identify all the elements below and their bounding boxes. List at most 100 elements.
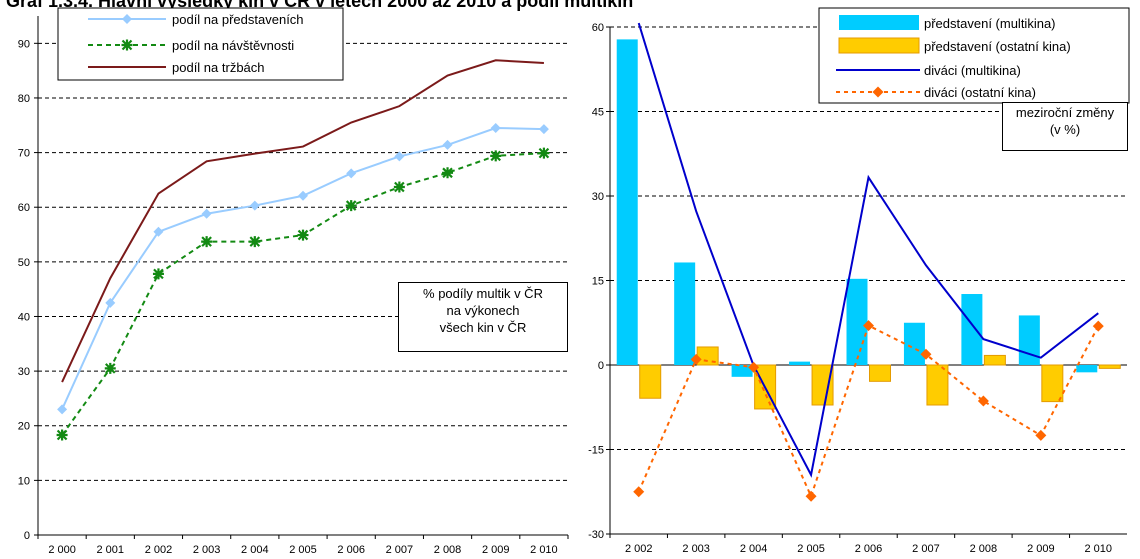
right-bar (1098, 364, 1121, 369)
left-legend: podíl na představeních podíl na návštěvno… (57, 7, 344, 81)
page-title: Graf 1.3.4. Hlavní výsledky kin v ČR v l… (6, 0, 634, 11)
right-diamond-marker (863, 320, 874, 332)
left-diamond-marker (57, 404, 68, 415)
right-y-tick-label: 45 (592, 107, 604, 119)
left-annotation-line-2: na výkonech (446, 303, 520, 318)
right-bar (731, 365, 753, 377)
left-star-marker (56, 429, 68, 441)
right-line-series-1 (633, 320, 1104, 502)
left-star-marker (152, 268, 164, 280)
left-line-chart: 0 10 20 30 40 50 60 70 80 90 2 000 2 001 2 002 2 003 2… (18, 7, 569, 556)
right-x-tick-label: 2 006 (855, 543, 883, 555)
left-diamond-marker (249, 200, 260, 211)
left-x-tick-label: 2 003 (193, 544, 221, 556)
left-legend-label: podíl na tržbách (172, 60, 265, 75)
left-annotation-line-1: % podíly multik v ČR (423, 286, 543, 301)
right-y-tick-label: 15 (592, 276, 604, 288)
left-diamond-marker (298, 190, 308, 201)
right-diamond-marker (690, 353, 702, 365)
left-x-tick-label: 2 006 (337, 544, 365, 556)
right-diamond-marker (920, 348, 932, 360)
left-series-line (61, 59, 544, 383)
left-x-tick-label: 2 009 (482, 544, 510, 556)
right-bar (1041, 364, 1064, 403)
right-x-tick-label: 2 005 (797, 543, 825, 555)
left-star-marker (249, 236, 261, 248)
left-diamond-marker (153, 226, 164, 237)
right-x-tick-label: 2 002 (625, 543, 653, 555)
left-legend-label: podíl na návštěvnosti (172, 38, 294, 53)
left-star-marker (442, 167, 454, 179)
left-legend-label: podíl na představeních (172, 12, 304, 27)
right-annotation-line-2: (v %) (1049, 122, 1081, 137)
left-x-tick-label: 2 007 (386, 544, 414, 556)
left-y-tick-label: 40 (18, 311, 30, 323)
left-series-2 (61, 59, 544, 383)
right-legend-swatch (839, 15, 919, 30)
right-annotation-line-1: meziroční změny (1015, 105, 1115, 120)
left-diamond-marker (442, 139, 453, 150)
right-y-tick-label: -30 (588, 529, 604, 541)
right-x-tick-label: 2 010 (1085, 543, 1113, 555)
right-bar (639, 364, 662, 399)
left-x-tick-label: 2 005 (289, 544, 317, 556)
left-series-1 (56, 147, 550, 441)
right-y-tick-label: 0 (598, 360, 604, 372)
left-annotation-box: % podíly multik v ČR na výkonech všech k… (398, 282, 568, 352)
left-x-tick-label: 2 002 (145, 544, 173, 556)
right-x-tick-label: 2 003 (682, 543, 710, 555)
right-bar (1018, 315, 1040, 365)
left-y-tick-label: 60 (18, 202, 30, 214)
left-star-marker (538, 147, 550, 159)
left-y-tick-label: 10 (18, 475, 30, 487)
left-diamond-marker (394, 151, 405, 162)
right-diamond-marker (1035, 429, 1047, 441)
right-annotation-box: meziroční změny (v %) (1002, 102, 1128, 151)
right-bar (903, 322, 925, 365)
left-y-tick-label: 80 (18, 93, 30, 105)
right-diamond-marker (805, 490, 817, 502)
right-legend-swatch (838, 37, 920, 54)
right-legend-label: představení (multikina) (924, 16, 1056, 31)
right-legend-label: diváci (ostatní kina) (924, 85, 1036, 100)
left-plot-area (38, 16, 568, 535)
right-bar (789, 361, 811, 365)
right-x-tick-label: 2 007 (912, 543, 940, 555)
left-y-tick-label: 30 (18, 366, 30, 378)
right-line-series-0 (637, 22, 1099, 478)
right-bar-line-chart: 60 45 30 15 0 -15 -30 2 002 2 003 2 004 2 005 2 006… (588, 7, 1130, 555)
right-series-line (637, 22, 1099, 478)
left-y-tick-label: 50 (18, 257, 30, 269)
right-bar (674, 262, 696, 365)
left-star-marker (104, 362, 116, 374)
right-diamond-marker (977, 395, 989, 407)
right-legend-label: představení (ostatní kina) (924, 39, 1071, 54)
right-x-tick-label: 2 008 (970, 543, 998, 555)
left-legend-marker (121, 39, 133, 51)
left-star-marker (393, 181, 405, 193)
left-star-marker (297, 229, 309, 241)
left-y-tick-label: 20 (18, 421, 30, 433)
right-bar (869, 364, 891, 382)
left-y-tick-label: 90 (18, 38, 30, 50)
right-x-tick-label: 2 009 (1027, 543, 1055, 555)
left-diamond-marker (105, 297, 116, 308)
right-bar-series-0 (616, 39, 1098, 377)
left-diamond-marker (538, 124, 549, 135)
right-diamond-marker (1092, 320, 1104, 332)
right-bar (983, 354, 1006, 366)
left-star-marker (490, 150, 502, 162)
left-x-tick-label: 2 010 (530, 544, 558, 556)
left-annotation-line-3: všech kin v ČR (439, 320, 527, 335)
left-series-0 (57, 122, 549, 415)
right-y-tick-label: 30 (592, 191, 604, 203)
left-diamond-marker (490, 122, 501, 133)
left-star-marker (201, 236, 213, 248)
right-legend: představení (multikina) představení (osta… (818, 7, 1130, 104)
left-y-tick-label: 70 (18, 148, 30, 160)
right-diamond-marker (748, 361, 760, 373)
right-bar (616, 39, 638, 365)
left-x-tick-label: 2 001 (97, 544, 125, 556)
right-y-tick-label: -15 (588, 445, 604, 457)
right-bar (1076, 365, 1098, 373)
